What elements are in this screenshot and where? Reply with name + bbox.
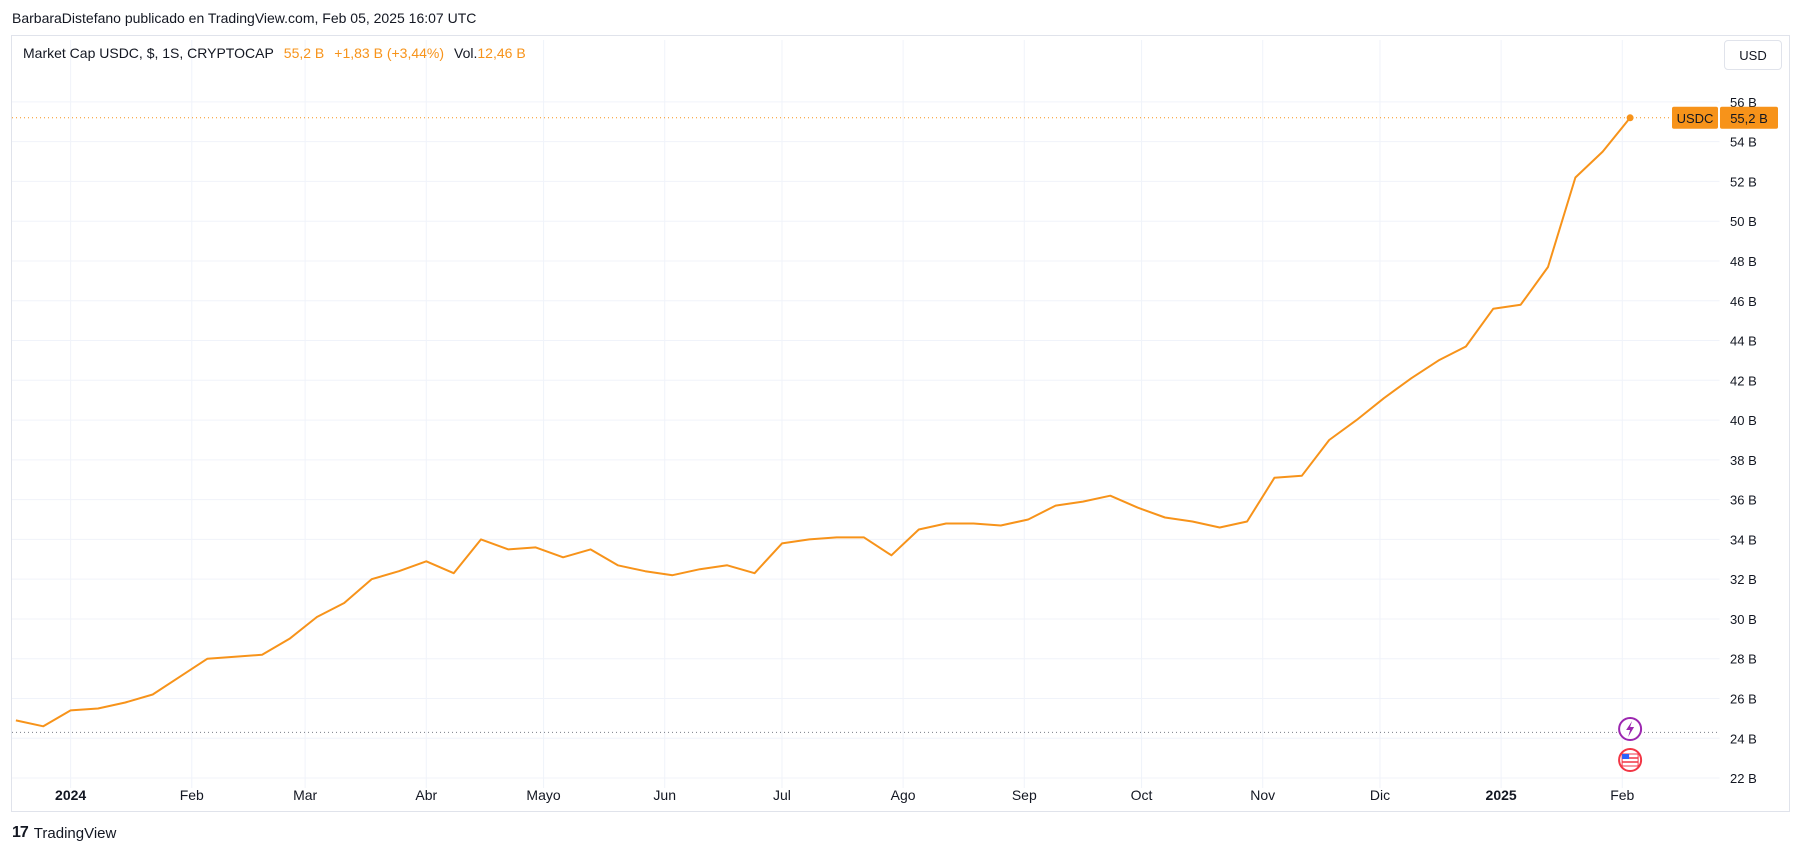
y-tick-label: 22 B: [1730, 771, 1757, 786]
symbol-legend[interactable]: Market Cap USDC, $, 1S, CRYPTOCAP 55,2 B +…: [23, 45, 526, 61]
y-tick-label: 36 B: [1730, 493, 1757, 508]
series-tag-label: USDC: [1677, 111, 1714, 126]
tradingview-logo-icon: 17: [12, 824, 29, 841]
series-tag-background: [1672, 106, 1718, 129]
x-tick-label: Ago: [891, 787, 916, 803]
y-tick-label: 46 B: [1730, 294, 1757, 309]
y-tick-label: 44 B: [1730, 334, 1757, 349]
usdc-series-line: [15, 117, 1631, 728]
y-tick-label: 34 B: [1730, 532, 1757, 547]
y-tick-label: 40 B: [1730, 413, 1757, 428]
x-tick-label: Abr: [415, 787, 437, 803]
legend-change: +1,83 B (+3,44%): [334, 45, 445, 61]
x-tick-label: Feb: [1610, 787, 1634, 803]
x-tick-label: Oct: [1131, 787, 1153, 803]
flag-canton-icon: [1622, 754, 1630, 759]
y-tick-label: 54 B: [1730, 135, 1757, 150]
symbol-name[interactable]: Market Cap USDC, $, 1S, CRYPTOCAP: [23, 45, 274, 61]
x-tick-label: Nov: [1250, 787, 1275, 803]
y-tick-label: 30 B: [1730, 612, 1757, 627]
legend-volume-label: Vol.: [454, 45, 478, 61]
x-tick-label: Jul: [773, 787, 791, 803]
x-tick-label: Mayo: [526, 787, 560, 803]
y-tick-label: 24 B: [1730, 731, 1757, 746]
legend-last-value: 55,2 B: [283, 45, 325, 61]
y-tick-label: 48 B: [1730, 254, 1757, 269]
x-tick-label: Jun: [653, 787, 676, 803]
x-tick-label: Feb: [180, 787, 204, 803]
currency-button[interactable]: USD: [1724, 40, 1782, 70]
y-tick-label: 50 B: [1730, 214, 1757, 229]
x-tick-label: Sep: [1012, 787, 1037, 803]
publish-attribution: BarbaraDistefano publicado en TradingVie…: [12, 10, 477, 26]
x-tick-label: Dic: [1370, 787, 1390, 803]
y-tick-label: 28 B: [1730, 652, 1757, 667]
y-tick-label: 42 B: [1730, 373, 1757, 388]
y-tick-label: 32 B: [1730, 572, 1757, 587]
x-tick-label: 2025: [1486, 787, 1517, 803]
last-value-badge-label: 55,2 B: [1730, 111, 1768, 126]
y-tick-label: 26 B: [1730, 692, 1757, 707]
legend-volume-value: 12,46 B: [477, 45, 526, 61]
tradingview-footer[interactable]: 17 TradingView: [12, 824, 116, 842]
lightning-glyph-icon: [1626, 721, 1635, 737]
last-value-badge: [1720, 106, 1778, 129]
y-tick-label: 52 B: [1730, 174, 1757, 189]
y-tick-label: 38 B: [1730, 453, 1757, 468]
x-tick-label: Mar: [293, 787, 317, 803]
x-tick-label: 2024: [55, 787, 86, 803]
last-point-marker: [1626, 114, 1634, 122]
chart-frame: [11, 35, 1790, 812]
tradingview-brand: TradingView: [33, 824, 117, 842]
y-tick-label: 56 B: [1730, 95, 1757, 110]
